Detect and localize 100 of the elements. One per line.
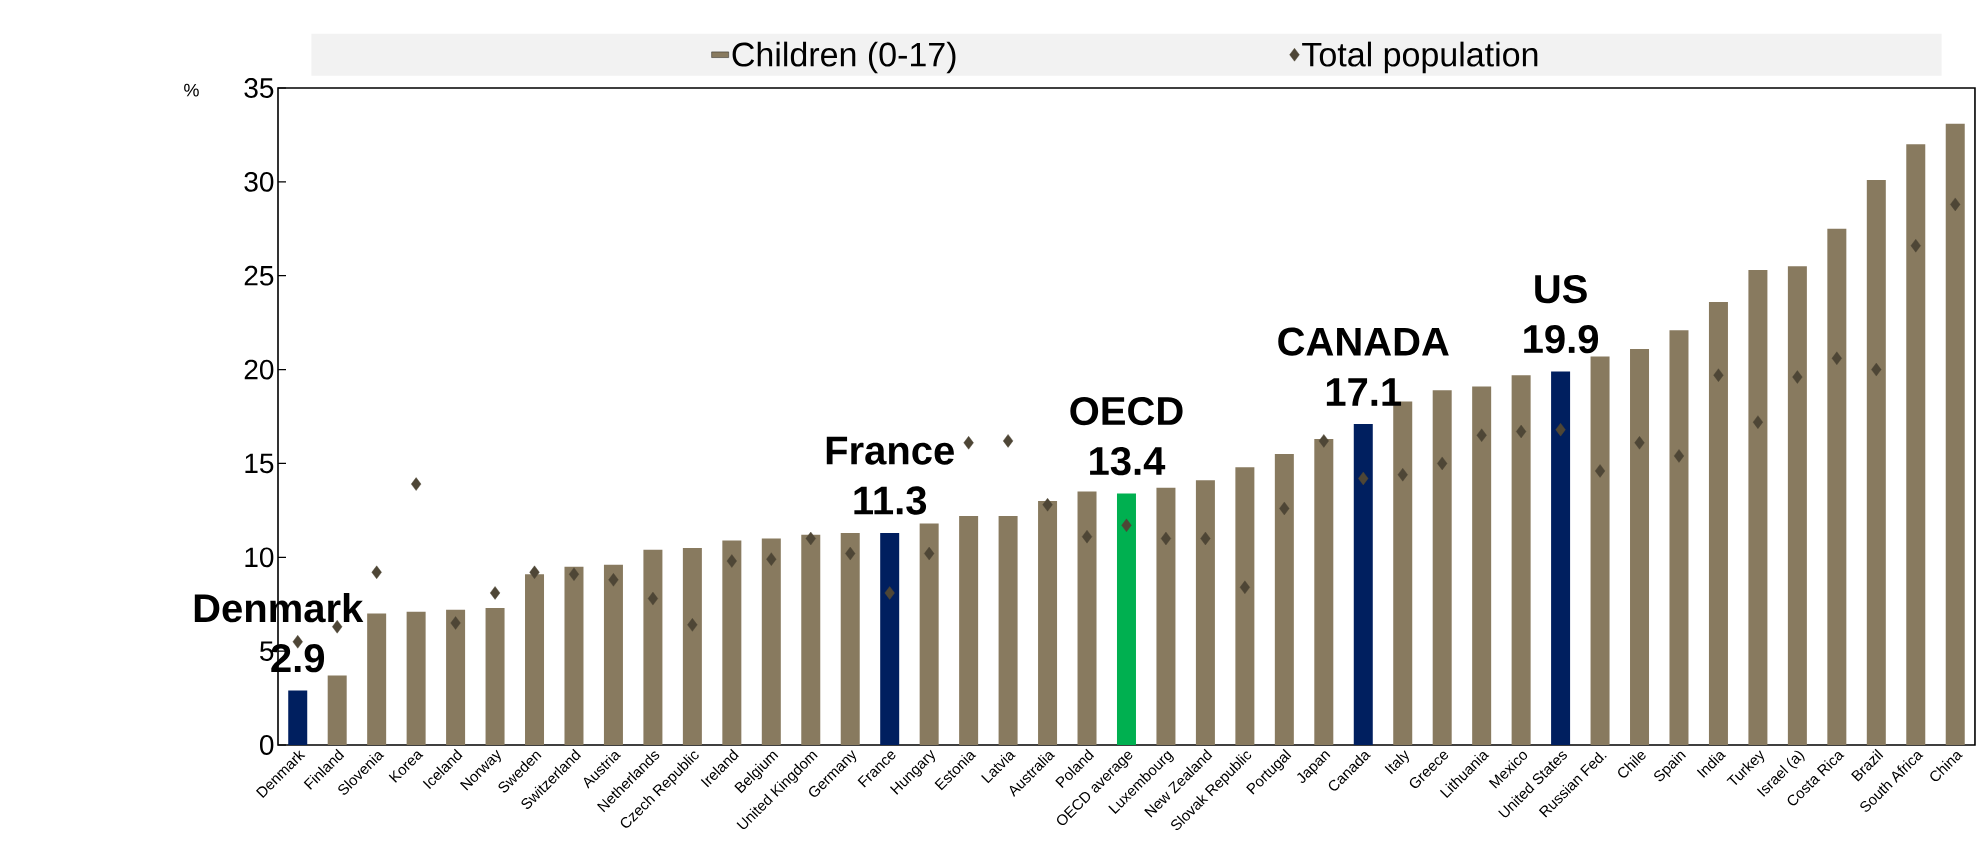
bar	[998, 515, 1018, 745]
point	[1160, 531, 1172, 546]
bar	[1353, 424, 1373, 745]
bar	[367, 613, 387, 745]
bar	[880, 532, 900, 745]
point	[845, 546, 856, 561]
y-tick-label: 10	[245, 547, 274, 568]
bar	[1235, 467, 1255, 745]
point	[1950, 197, 1961, 212]
bar	[1945, 123, 1965, 745]
point	[1831, 351, 1842, 365]
bar	[406, 611, 426, 745]
annotation: 11.3	[854, 486, 927, 515]
point	[687, 618, 698, 632]
point	[450, 616, 461, 630]
point	[884, 586, 895, 600]
bar	[1551, 371, 1571, 745]
point	[1279, 501, 1290, 516]
point	[1239, 580, 1250, 595]
bar	[1708, 301, 1728, 745]
bar	[1511, 375, 1531, 745]
point	[1476, 428, 1487, 442]
y-tick-label: 35	[244, 78, 274, 98]
point	[924, 546, 935, 561]
point	[1594, 464, 1606, 478]
bar	[1156, 487, 1176, 745]
y-tick-label: 15	[245, 453, 274, 474]
point	[766, 552, 777, 566]
point	[1318, 434, 1329, 448]
y-axis-title: %	[184, 83, 199, 97]
bar	[1906, 144, 1926, 745]
bar	[1669, 330, 1689, 745]
bar	[327, 675, 347, 745]
point	[411, 477, 422, 491]
bar	[1077, 491, 1097, 745]
point	[1752, 415, 1763, 429]
point	[1081, 529, 1093, 544]
point	[1673, 449, 1685, 463]
bar	[959, 515, 979, 745]
bar	[643, 549, 663, 745]
point	[1200, 531, 1211, 546]
point	[1003, 434, 1014, 448]
bar	[1866, 179, 1886, 745]
bar	[564, 566, 584, 745]
bar	[603, 564, 623, 745]
y-tick-label: 25	[244, 265, 274, 286]
bar	[1274, 454, 1294, 745]
point	[1910, 238, 1921, 253]
bar	[1314, 439, 1334, 745]
point	[1516, 424, 1527, 439]
bar	[1630, 348, 1650, 745]
bar	[1432, 390, 1452, 745]
legend-label: Children (0-17)	[732, 41, 956, 74]
bar	[761, 538, 781, 745]
bar	[1827, 228, 1847, 745]
point	[529, 565, 540, 579]
bar	[1787, 266, 1807, 745]
annotation: OECD	[1070, 396, 1183, 426]
annotation: CANADA	[1278, 327, 1449, 356]
bar	[840, 532, 860, 745]
point	[568, 567, 580, 581]
y-tick-label: 20	[244, 359, 274, 380]
bar	[525, 574, 545, 745]
bar	[919, 523, 939, 745]
bar	[1472, 386, 1492, 745]
bar	[801, 534, 821, 745]
bar	[1590, 356, 1610, 745]
bar	[1116, 493, 1136, 745]
point	[1555, 422, 1566, 437]
annotation: 17.1	[1326, 378, 1402, 406]
point	[1634, 436, 1645, 450]
annotation: 13.4	[1090, 446, 1166, 476]
bar	[682, 547, 702, 745]
point	[1397, 467, 1408, 482]
annotation: France	[826, 436, 954, 465]
point	[489, 586, 501, 600]
point	[1713, 368, 1724, 382]
annotation: US	[1535, 274, 1587, 304]
point	[1121, 518, 1132, 533]
legend-label: Total population	[1302, 41, 1538, 74]
bar	[485, 607, 505, 745]
point	[608, 573, 619, 587]
point	[1437, 456, 1448, 471]
x-tick-label: Italy	[1384, 750, 1409, 775]
point	[1792, 370, 1803, 384]
bar	[288, 690, 308, 745]
point	[371, 565, 382, 579]
bar	[1748, 270, 1768, 745]
annotation: 19.9	[1524, 324, 1599, 354]
bar	[1195, 480, 1215, 745]
y-tick-label: 30	[244, 171, 274, 192]
bar	[1038, 500, 1058, 745]
bar	[722, 540, 742, 745]
point	[1042, 498, 1053, 512]
bar	[446, 609, 466, 745]
point	[647, 591, 658, 606]
point	[805, 531, 816, 546]
point	[726, 554, 737, 568]
point	[1358, 471, 1369, 486]
point	[1871, 362, 1882, 377]
